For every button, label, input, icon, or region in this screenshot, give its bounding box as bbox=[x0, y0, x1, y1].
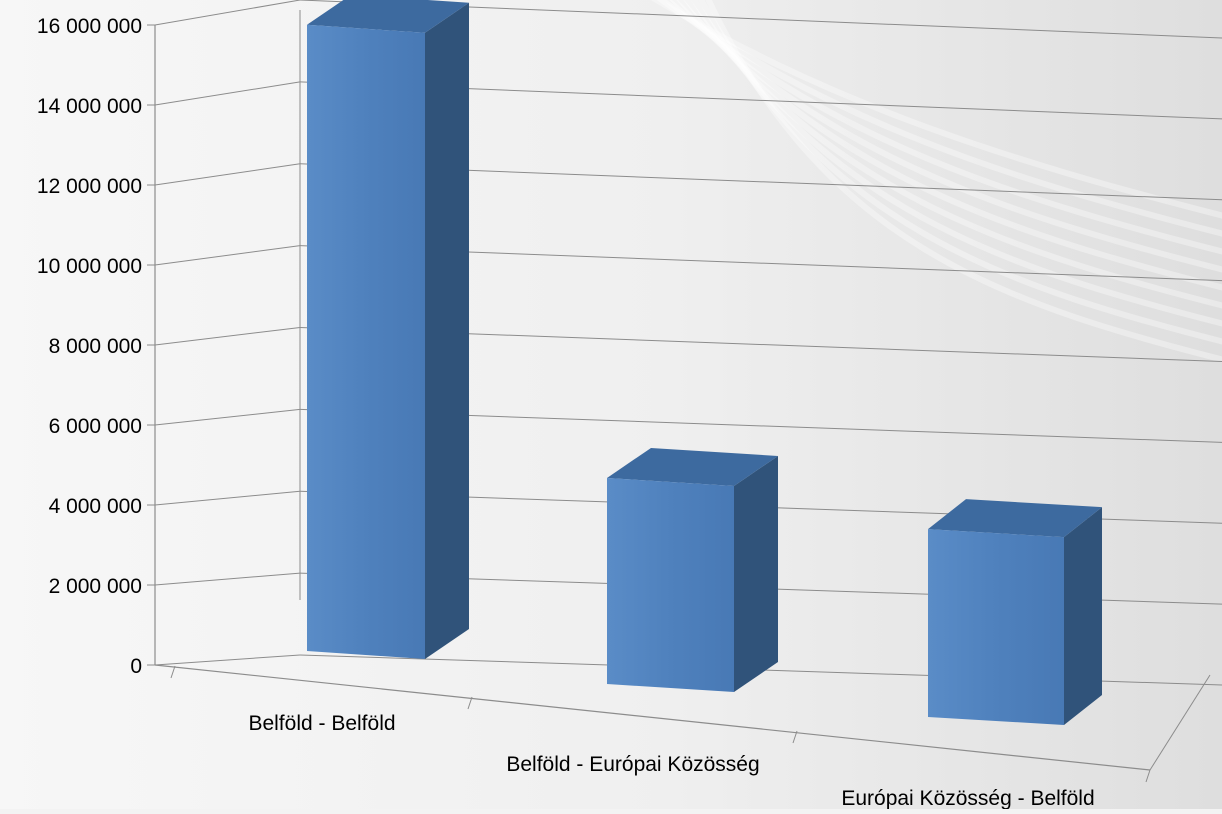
y-tick-label: 8 000 000 bbox=[49, 335, 142, 358]
x-tick-mark bbox=[467, 696, 473, 710]
gridline-connector bbox=[154, 654, 301, 666]
x-axis-line bbox=[154, 664, 1151, 771]
y-tick-label: 12 000 000 bbox=[37, 175, 142, 198]
gridline-connector bbox=[154, 490, 301, 506]
x-tick-labels: Belföld - Belföld Belföld - Európai Közös… bbox=[248, 712, 1094, 810]
y-tick-label: 2 000 000 bbox=[49, 575, 142, 598]
background-swoosh bbox=[669, 0, 1222, 273]
background-swoosh bbox=[656, 0, 1222, 237]
bar-side-face bbox=[734, 455, 778, 692]
x-tick-label: Belföld - Európai Közösség bbox=[506, 753, 759, 776]
background-swoosh bbox=[662, 0, 1222, 255]
y-tick-label: 10 000 000 bbox=[37, 255, 142, 278]
bar-top-face bbox=[607, 447, 778, 486]
y-tick-label: 0 bbox=[130, 655, 142, 678]
bar bbox=[607, 477, 734, 692]
y-tick-label: 16 000 000 bbox=[37, 15, 142, 38]
y-tick-label: 14 000 000 bbox=[37, 95, 142, 118]
background-swoosh bbox=[705, 0, 1222, 363]
floor-right-edge bbox=[1149, 674, 1211, 771]
x-tick-label: Belföld - Belföld bbox=[248, 712, 395, 735]
background-swoosh bbox=[690, 0, 1222, 327]
bar bbox=[307, 24, 425, 660]
bar bbox=[928, 529, 1064, 725]
gridline-connector bbox=[154, 408, 301, 426]
y-tick-label: 4 000 000 bbox=[49, 495, 142, 518]
background-swooshes bbox=[650, 0, 1222, 363]
bar-side-face bbox=[425, 2, 469, 660]
x-tick-mark bbox=[170, 665, 176, 679]
bar-top-face bbox=[307, 0, 469, 33]
background-swoosh bbox=[650, 0, 1222, 219]
y-tick-label: 6 000 000 bbox=[49, 415, 142, 438]
gridline-connector bbox=[154, 327, 301, 346]
background-swoosh bbox=[676, 0, 1222, 291]
x-tick-mark bbox=[1145, 769, 1151, 783]
gridline-connector bbox=[154, 163, 301, 186]
gridline-connector bbox=[154, 245, 301, 266]
axes bbox=[147, 10, 1211, 783]
gridline-connector bbox=[154, 0, 301, 26]
x-tick-label: Európai Közösség - Belföld bbox=[841, 787, 1094, 809]
bar-side-face bbox=[1064, 507, 1102, 725]
x-tick-mark bbox=[792, 730, 798, 744]
gridline-connector bbox=[154, 572, 301, 586]
bar-top-face bbox=[928, 499, 1102, 538]
gridline-connector bbox=[154, 81, 301, 106]
y-tick-labels: 0 2 000 000 4 000 000 6 000 000 8 000 000 10 … bbox=[37, 15, 142, 678]
bars bbox=[307, 0, 1102, 725]
background-swoosh bbox=[698, 0, 1222, 345]
background-swoosh bbox=[683, 0, 1222, 309]
